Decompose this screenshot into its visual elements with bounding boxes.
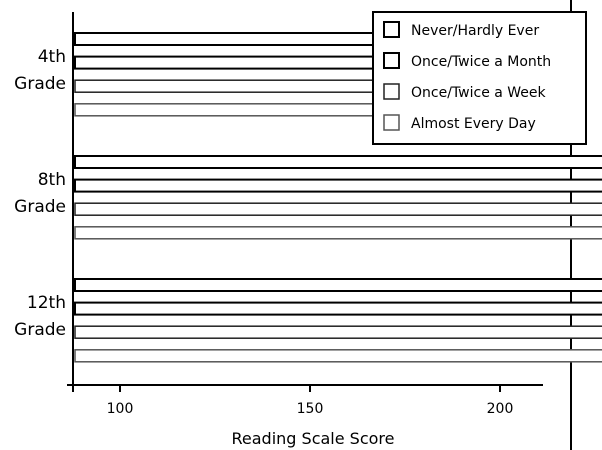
category-label-1-line-2: Grade — [14, 74, 66, 94]
legend-label-4: Almost Every Day — [411, 116, 536, 132]
legend-box — [372, 11, 587, 145]
legend-swatch-3 — [383, 83, 400, 100]
legend-swatch-4 — [383, 114, 400, 131]
category-label-3-line-2: Grade — [14, 320, 66, 340]
x-axis-title: Reading Scale Score — [232, 429, 395, 448]
legend-label-1: Never/Hardly Ever — [411, 23, 539, 39]
bar-2-3 — [74, 202, 602, 216]
bar-3-3 — [74, 325, 602, 339]
bar-2-4 — [74, 226, 602, 240]
bar-3-2 — [74, 301, 602, 316]
x-tick-label-150: 150 — [297, 401, 324, 417]
legend-label-2: Once/Twice a Month — [411, 54, 551, 70]
legend-swatch-2 — [383, 52, 400, 69]
bar-3-4 — [74, 349, 602, 363]
bar-3-1 — [74, 278, 602, 292]
x-tick-label-100: 100 — [107, 401, 134, 417]
bar-2-2 — [74, 178, 602, 193]
category-label-2-line-1: 8th — [38, 170, 66, 190]
category-label-3-line-1: 12th — [27, 293, 66, 313]
x-tick-label-200: 200 — [487, 401, 514, 417]
category-label-2-line-2: Grade — [14, 197, 66, 217]
bar-2-1 — [74, 155, 602, 169]
legend-label-3: Once/Twice a Week — [411, 85, 547, 101]
category-label-1-line-1: 4th — [38, 47, 66, 67]
legend-swatch-1 — [383, 21, 400, 38]
